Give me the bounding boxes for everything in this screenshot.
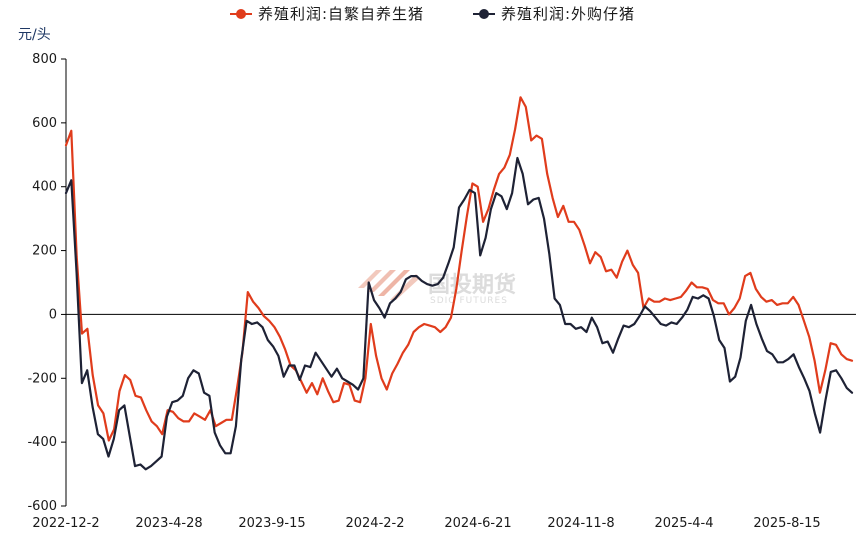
legend-label-series-2: 养殖利润:外购仔猪 [501,5,635,23]
x-tick-label: 2022-12-2 [32,516,99,531]
y-tick-label: 600 [32,116,57,131]
y-tick-label: -600 [27,499,57,514]
legend: 养殖利润:自繁自养生猪 养殖利润:外购仔猪 [230,5,635,23]
y-tick-label: 200 [32,244,57,259]
watermark-subtext: SDIC FUTURES [430,296,508,306]
y-tick-label: 800 [32,52,57,67]
axes [65,59,856,506]
y-tick-label: 0 [49,307,57,322]
series-line-1 [64,96,854,442]
y-tick-label: -400 [27,435,57,450]
series-layer [64,96,854,471]
x-tick-label: 2024-6-21 [444,516,511,531]
watermark-logo-icon [358,270,420,300]
legend-marker-series-1 [236,9,246,19]
x-tick-label: 2023-4-28 [135,516,202,531]
watermark-text: 国投期货 [428,272,516,298]
y-tick-label: 400 [32,180,57,195]
x-tick-label: 2025-4-4 [654,516,713,531]
x-tick-label: 2024-11-8 [547,516,614,531]
legend-label-series-1: 养殖利润:自繁自养生猪 [258,5,424,23]
x-axis: 2022-12-2 2023-4-28 2023-9-15 2024-2-2 2024-… [32,516,820,531]
y-axis: -600 -400 -200 0 200 400 600 800 [27,52,66,514]
watermark: 国投期货 SDIC FUTURES [358,270,516,306]
legend-marker-series-2 [479,9,489,19]
x-tick-label: 2025-8-15 [753,516,820,531]
y-tick-label: -200 [27,371,57,386]
series-line-2 [64,156,854,471]
x-tick-label: 2024-2-2 [345,516,404,531]
y-axis-unit-label: 元/头 [18,27,51,43]
x-tick-label: 2023-9-15 [238,516,305,531]
